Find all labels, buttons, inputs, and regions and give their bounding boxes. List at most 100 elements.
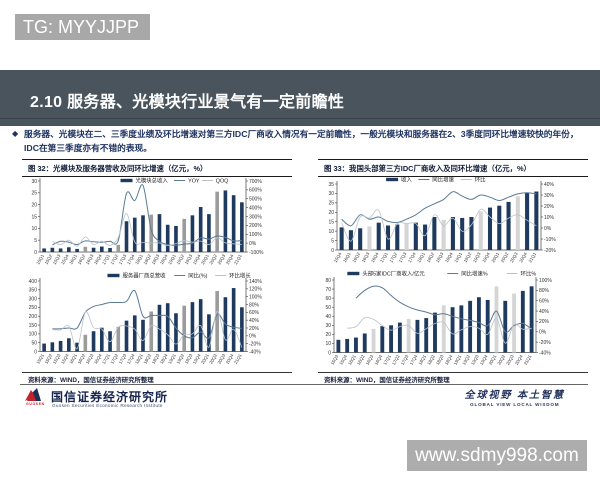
- svg-text:0: 0: [34, 349, 37, 355]
- svg-text:15Q4: 15Q4: [60, 353, 70, 365]
- section-title: 2.10 服务器、光模块行业景气有一定前瞻性: [30, 88, 344, 112]
- svg-text:同比(%): 同比(%): [188, 272, 207, 280]
- svg-text:16Q4: 16Q4: [370, 251, 380, 263]
- svg-text:30: 30: [31, 179, 37, 185]
- svg-text:18Q4: 18Q4: [444, 251, 454, 263]
- svg-text:同比增速: 同比增速: [432, 176, 454, 184]
- svg-text:5: 5: [34, 238, 37, 244]
- section-title-bar: 2.10 服务器、光模块行业景气有一定前瞻性: [0, 70, 600, 126]
- svg-text:100%: 100%: [249, 294, 262, 300]
- svg-text:20Q3: 20Q3: [217, 253, 227, 265]
- svg-text:20Q1: 20Q1: [200, 353, 210, 365]
- svg-text:19Q2: 19Q2: [175, 353, 185, 365]
- svg-text:16Q1: 16Q1: [68, 253, 78, 265]
- svg-text:17Q1: 17Q1: [101, 353, 111, 365]
- svg-text:服务器厂商总营收: 服务器厂商总营收: [122, 272, 166, 280]
- svg-text:16Q3: 16Q3: [85, 353, 95, 365]
- svg-text:20Q1: 20Q1: [200, 253, 210, 265]
- svg-text:25: 25: [31, 191, 37, 197]
- svg-text:-20%: -20%: [544, 248, 556, 254]
- svg-text:环比%: 环比%: [521, 270, 537, 278]
- svg-text:19Q1: 19Q1: [167, 253, 177, 265]
- bullet-text-line-2: IDC在第三季度亦有不错的表现。: [24, 142, 152, 153]
- svg-text:15Q4: 15Q4: [338, 354, 348, 366]
- svg-text:17Q1: 17Q1: [101, 253, 111, 265]
- svg-text:18Q4: 18Q4: [444, 354, 454, 366]
- svg-text:17Q2: 17Q2: [388, 251, 398, 263]
- svg-text:21Q1: 21Q1: [528, 251, 538, 263]
- svg-text:40%: 40%: [249, 318, 260, 324]
- guosen-logo-text: GUOSEN: [26, 402, 45, 406]
- svg-text:16Q1: 16Q1: [342, 251, 352, 263]
- svg-text:环比: 环比: [475, 176, 486, 184]
- svg-text:30%: 30%: [544, 193, 555, 199]
- svg-text:15: 15: [328, 220, 334, 226]
- svg-text:18Q2: 18Q2: [142, 253, 152, 265]
- svg-text:17Q4: 17Q4: [126, 353, 136, 365]
- svg-text:20Q1: 20Q1: [488, 354, 498, 366]
- svg-text:700%: 700%: [249, 179, 262, 185]
- title-underline: [0, 118, 600, 119]
- chart-optical-module-revenue: 0 5 10 15 20 25 30 -100% 0% 100% 200% 300% 400% 500% 6…: [31, 177, 264, 266]
- svg-text:21Q1: 21Q1: [233, 253, 243, 265]
- svg-text:19Q4: 19Q4: [192, 353, 202, 365]
- svg-text:10: 10: [31, 226, 37, 232]
- svg-text:15Q2: 15Q2: [44, 253, 54, 265]
- bullet-row: ◆ 服务器、光模块在二、三季度业绩及环比增速对第三方IDC厂商收入情况有一定前瞻…: [12, 128, 592, 155]
- svg-text:20Q3: 20Q3: [509, 251, 519, 263]
- svg-text:-100%: -100%: [249, 250, 264, 256]
- svg-text:18Q1: 18Q1: [134, 353, 144, 365]
- svg-text:15Q3: 15Q3: [330, 354, 340, 366]
- figure-33-panel: 图 33：我国头部第三方IDC厂商收入及同环比增速（亿元，%） 资料来源：WIN…: [318, 159, 588, 384]
- svg-text:16Q4: 16Q4: [373, 354, 383, 366]
- svg-text:40: 40: [325, 314, 331, 320]
- svg-text:15Q4: 15Q4: [60, 253, 70, 265]
- svg-text:17Q3: 17Q3: [118, 253, 128, 265]
- section-title-text: 服务器、光模块行业景气有一定前瞻性: [67, 94, 345, 111]
- svg-text:20: 20: [325, 332, 331, 338]
- svg-text:18Q1: 18Q1: [134, 253, 144, 265]
- bullet-diamond-icon: ◆: [12, 129, 19, 138]
- svg-text:100%: 100%: [249, 232, 262, 238]
- svg-text:17Q4: 17Q4: [126, 253, 136, 265]
- svg-text:100%: 100%: [539, 278, 552, 284]
- svg-text:600%: 600%: [249, 188, 262, 194]
- svg-text:15Q4: 15Q4: [333, 251, 343, 263]
- svg-text:19Q3: 19Q3: [470, 354, 480, 366]
- svg-text:35: 35: [328, 182, 334, 188]
- svg-text:18Q2: 18Q2: [426, 251, 436, 263]
- guosen-logo-icon: [25, 388, 41, 401]
- svg-text:150: 150: [29, 323, 38, 329]
- svg-text:25: 25: [328, 201, 334, 207]
- svg-text:140%: 140%: [249, 279, 262, 285]
- svg-text:19Q1: 19Q1: [453, 354, 463, 366]
- svg-text:20%: 20%: [544, 204, 555, 210]
- slogan-en: GLOBAL VIEW LOCAL WISDOM: [470, 402, 560, 407]
- svg-text:17Q4: 17Q4: [407, 251, 417, 263]
- svg-text:20Q2: 20Q2: [496, 354, 506, 366]
- svg-text:光模块总收入: 光模块总收入: [136, 177, 169, 185]
- svg-text:17Q2: 17Q2: [391, 354, 401, 366]
- figure-32-panel: 图 32：光模块及服务器营收及同环比增速（亿元，%） 资料来源：WIND，国信证…: [22, 159, 292, 384]
- figure-32-source: 资料来源：WIND，国信证券经济研究所整理: [22, 372, 292, 385]
- slogan-cn: 全球视野 本土智慧: [464, 390, 565, 401]
- svg-text:5: 5: [331, 238, 334, 244]
- svg-text:-40%: -40%: [539, 350, 551, 356]
- svg-text:头部5家IDC厂商收入/亿元: 头部5家IDC厂商收入/亿元: [362, 270, 425, 278]
- svg-text:18Q3: 18Q3: [151, 353, 161, 365]
- svg-text:50: 50: [325, 305, 331, 311]
- institute-name-en: Guosen Securities Economic Research Inst…: [52, 403, 163, 408]
- svg-text:18Q3: 18Q3: [435, 354, 445, 366]
- svg-text:60%: 60%: [249, 310, 260, 316]
- svg-text:19Q1: 19Q1: [453, 251, 463, 263]
- svg-text:17Q4: 17Q4: [409, 354, 419, 366]
- svg-text:19Q2: 19Q2: [463, 251, 473, 263]
- svg-text:18Q3: 18Q3: [151, 253, 161, 265]
- svg-text:环比增长: 环比增长: [229, 272, 251, 280]
- svg-text:19Q4: 19Q4: [479, 354, 489, 366]
- figure-33-title: 图 33：我国头部第三方IDC厂商收入及同环比增速（亿元，%）: [318, 159, 588, 177]
- svg-text:120%: 120%: [249, 287, 262, 293]
- svg-text:10: 10: [328, 229, 334, 235]
- svg-text:16Q3: 16Q3: [361, 251, 371, 263]
- svg-text:30: 30: [325, 323, 331, 329]
